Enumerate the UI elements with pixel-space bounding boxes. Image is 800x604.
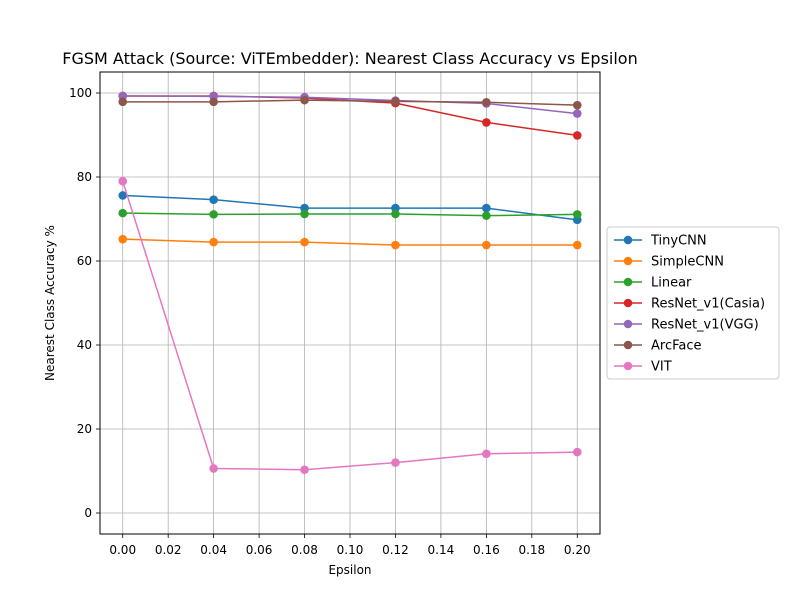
series-layer — [118, 91, 582, 475]
y-tick-label: 0 — [84, 506, 92, 520]
data-point-simplecnn — [482, 240, 491, 250]
x-tick-label: 0.18 — [518, 543, 545, 557]
series-arcface — [118, 95, 582, 110]
y-tick-label: 60 — [77, 254, 92, 268]
legend-label: VIT — [651, 360, 672, 375]
data-point-simplecnn — [300, 237, 309, 247]
legend-item-vit: VIT — [614, 360, 672, 375]
data-point-simplecnn — [118, 234, 128, 244]
legend-marker — [623, 256, 633, 266]
data-point-vit — [572, 447, 582, 457]
x-tick-label: 0.00 — [109, 543, 136, 557]
tick-layer: 0.00 0.02 0.04 0.06 0.08 0.10 0.12 0.14 0.16 0.18… — [69, 86, 591, 557]
y-axis-label: Nearest Class Accuracy % — [43, 225, 57, 381]
data-point-linear — [300, 209, 309, 219]
data-point-resnet-v1-vgg — [572, 109, 582, 118]
legend-label: SimpleCNN — [651, 255, 724, 270]
legend: TinyCNN SimpleCNN Linear ResNet_v1(Casia) Re… — [606, 226, 780, 380]
series-line-arcface — [122, 99, 578, 106]
series-tinycnn — [118, 191, 582, 225]
data-point-tinycnn — [300, 203, 309, 213]
series-line-resnet-v1-vgg — [122, 95, 578, 115]
data-point-vit — [209, 464, 218, 473]
legend-marker — [623, 277, 633, 287]
data-point-linear — [209, 210, 218, 219]
data-point-tinycnn — [482, 203, 491, 213]
legend-item-resnet-v1-casia: ResNet_v1(Casia) — [614, 297, 765, 312]
data-point-arcface — [482, 97, 491, 107]
data-point-linear — [572, 210, 582, 219]
data-point-arcface — [391, 97, 400, 106]
legend-marker — [623, 340, 633, 350]
legend-item-arcface: ArcFace — [614, 339, 702, 354]
legend-marker — [623, 235, 633, 245]
legend-item-simplecnn: SimpleCNN — [614, 255, 724, 270]
legend-item-linear: Linear — [614, 276, 692, 291]
legend-label: ResNet_v1(Casia) — [651, 297, 765, 312]
x-axis-label: Epsilon — [328, 563, 371, 577]
data-point-tinycnn — [118, 191, 128, 200]
data-point-vit — [391, 458, 400, 467]
data-point-arcface — [572, 100, 582, 110]
data-point-tinycnn — [209, 195, 218, 204]
legend-item-tinycnn: TinyCNN — [614, 234, 707, 249]
data-point-vit — [300, 465, 309, 475]
x-tick-label: 0.12 — [382, 543, 409, 557]
y-tick-label: 100 — [69, 86, 92, 100]
legend-item-resnet-v1-vgg: ResNet_v1(VGG) — [614, 318, 759, 333]
data-point-arcface — [118, 97, 128, 107]
data-point-resnet-v1-casia — [482, 118, 491, 127]
x-tick-label: 0.02 — [155, 543, 182, 557]
series-line-linear — [122, 212, 578, 217]
x-tick-label: 0.08 — [291, 543, 318, 557]
series-linear — [118, 208, 582, 220]
data-point-linear — [482, 211, 491, 220]
series-line-vit — [122, 180, 578, 471]
legend-marker — [623, 361, 633, 371]
data-point-tinycnn — [391, 203, 400, 213]
data-point-simplecnn — [391, 240, 400, 250]
chart-title: FGSM Attack (Source: ViTEmbedder): Neare… — [62, 49, 637, 68]
series-line-simplecnn — [122, 238, 578, 246]
data-point-arcface — [300, 95, 309, 105]
data-point-resnet-v1-casia — [572, 131, 582, 140]
x-tick-label: 0.04 — [200, 543, 227, 557]
x-tick-label: 0.16 — [473, 543, 500, 557]
x-tick-label: 0.10 — [337, 543, 364, 557]
legend-label: TinyCNN — [650, 234, 707, 249]
data-point-simplecnn — [209, 237, 218, 247]
data-point-simplecnn — [572, 240, 582, 250]
data-point-arcface — [209, 97, 218, 107]
data-point-linear — [391, 209, 400, 219]
legend-label: ArcFace — [651, 339, 702, 354]
grid-layer — [100, 72, 600, 534]
legend-marker — [623, 319, 633, 329]
x-tick-label: 0.14 — [428, 543, 455, 557]
data-point-vit — [482, 449, 491, 459]
legend-label: ResNet_v1(VGG) — [651, 318, 759, 333]
legend-label: Linear — [651, 276, 692, 291]
legend-box — [606, 226, 780, 380]
y-tick-label: 20 — [77, 422, 92, 436]
series-line-tinycnn — [122, 194, 578, 221]
data-point-vit — [118, 176, 128, 186]
series-simplecnn — [118, 234, 582, 250]
y-tick-label: 80 — [77, 170, 92, 184]
legend-marker — [623, 298, 633, 308]
data-point-resnet-v1-vgg — [118, 91, 128, 101]
x-tick-label: 0.20 — [564, 543, 591, 557]
x-tick-label: 0.06 — [246, 543, 273, 557]
series-vit — [118, 176, 582, 475]
data-point-linear — [118, 208, 128, 218]
y-tick-label: 40 — [77, 338, 92, 352]
